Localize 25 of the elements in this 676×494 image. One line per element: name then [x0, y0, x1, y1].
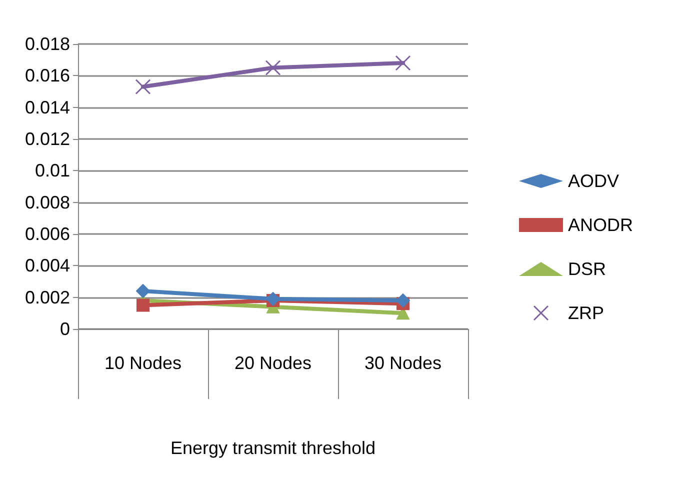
- y-tick-label: 0.008: [24, 192, 70, 212]
- y-tick-label: 0.012: [24, 129, 70, 149]
- y-tick-label: 0.014: [24, 97, 70, 118]
- legend-label: AODV: [568, 171, 620, 191]
- point: [395, 55, 411, 71]
- legend-label: DSR: [568, 259, 606, 279]
- x-tick-label: 30 Nodes: [364, 353, 442, 373]
- point: [266, 292, 280, 306]
- point: [265, 60, 281, 76]
- legend-label: ANODR: [568, 215, 634, 235]
- y-tick-label: 0: [60, 319, 70, 339]
- point: [136, 298, 150, 312]
- y-tick-label: 0.004: [24, 256, 70, 276]
- point: [135, 79, 151, 94]
- point: [396, 294, 410, 308]
- legend-label: ZRP: [568, 303, 604, 323]
- x-tick-label: 20 Nodes: [234, 353, 312, 373]
- y-tick-label: 0.006: [24, 224, 70, 244]
- x-axis-title: Energy transmit threshold: [170, 438, 376, 458]
- x-tick-label: 10 Nodes: [104, 353, 182, 373]
- point: [136, 284, 150, 298]
- y-tick-label: 0.01: [34, 160, 70, 181]
- y-tick-label: 0.002: [24, 287, 70, 308]
- y-tick-label: 0.016: [24, 66, 70, 86]
- y-tick-label: 0.018: [24, 34, 70, 54]
